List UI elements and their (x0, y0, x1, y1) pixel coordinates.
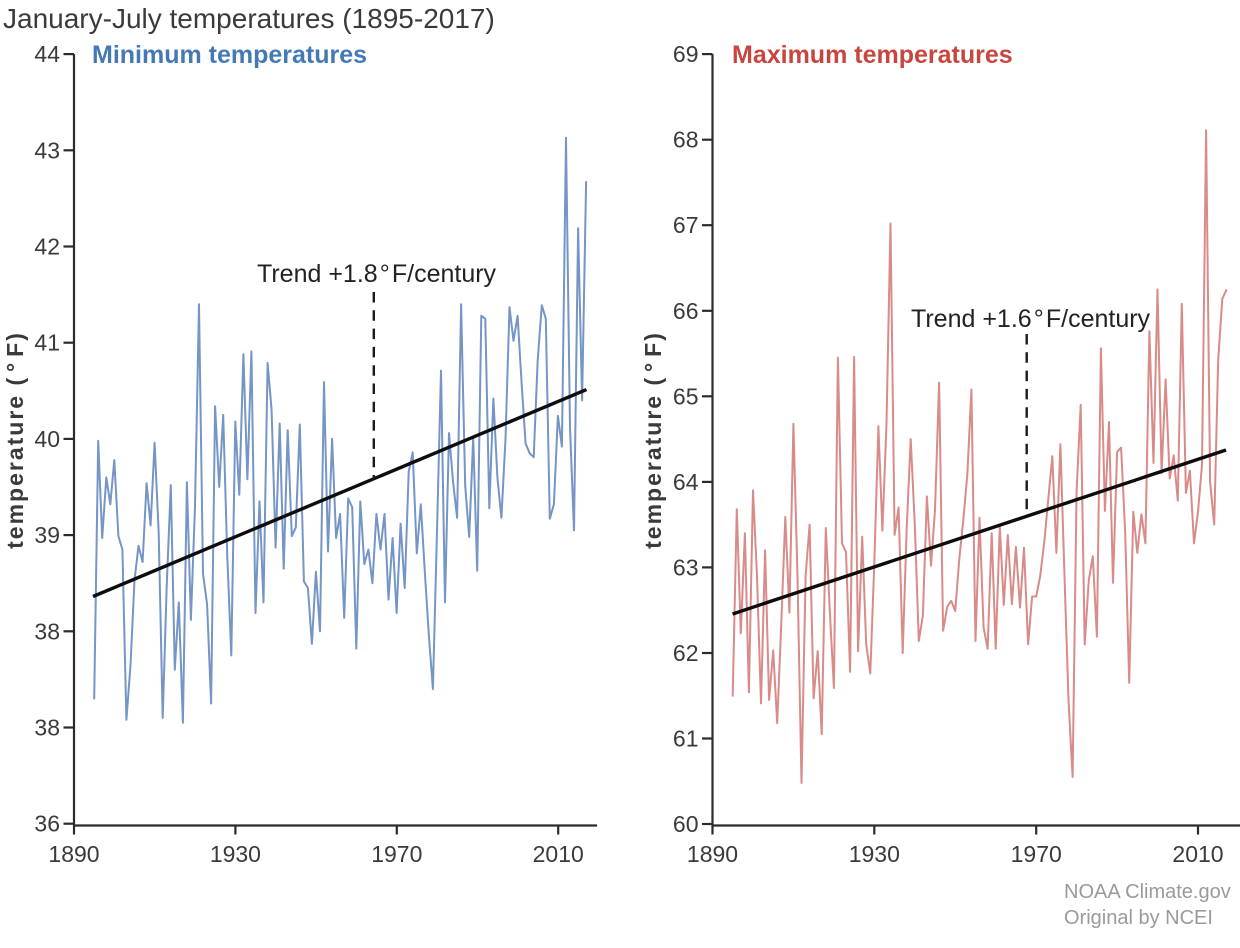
svg-text:January-July temperatures (189: January-July temperatures (1895-2017) (3, 3, 495, 34)
svg-text:1970: 1970 (1011, 841, 1062, 867)
svg-text:60: 60 (673, 811, 699, 837)
svg-text:66: 66 (673, 298, 699, 324)
svg-text:38: 38 (34, 715, 60, 741)
svg-text:43: 43 (34, 137, 60, 163)
svg-text:62: 62 (673, 640, 699, 666)
svg-text:67: 67 (673, 212, 699, 238)
svg-text:2010: 2010 (533, 841, 584, 867)
svg-text:64: 64 (673, 469, 699, 495)
svg-text:Original by NCEI: Original by NCEI (1064, 907, 1213, 929)
svg-text:69: 69 (673, 41, 699, 67)
svg-text:39: 39 (34, 522, 60, 548)
svg-text:63: 63 (673, 554, 699, 580)
svg-text:40: 40 (34, 426, 60, 452)
svg-text:65: 65 (673, 383, 699, 409)
svg-text:temperature ( ° F): temperature ( ° F) (2, 331, 28, 549)
svg-text:NOAA Climate.gov: NOAA Climate.gov (1064, 881, 1231, 903)
svg-text:Trend +1.8 ° F/century: Trend +1.8 ° F/century (257, 260, 497, 288)
svg-text:1930: 1930 (849, 841, 900, 867)
svg-text:38: 38 (34, 618, 60, 644)
svg-text:36: 36 (34, 811, 60, 837)
svg-text:1890: 1890 (48, 841, 99, 867)
svg-text:1930: 1930 (210, 841, 261, 867)
svg-text:61: 61 (673, 726, 699, 752)
svg-text:1890: 1890 (687, 841, 738, 867)
svg-text:temperature ( ° F): temperature ( ° F) (640, 331, 666, 549)
svg-text:44: 44 (34, 41, 60, 67)
svg-text:2010: 2010 (1172, 841, 1223, 867)
svg-text:68: 68 (673, 127, 699, 153)
svg-text:Minimum temperatures: Minimum temperatures (92, 41, 367, 69)
svg-text:42: 42 (34, 234, 60, 260)
svg-text:1970: 1970 (371, 841, 422, 867)
svg-text:Trend +1.6 ° F/century: Trend +1.6 ° F/century (911, 305, 1151, 333)
svg-text:Maximum temperatures: Maximum temperatures (732, 41, 1013, 69)
svg-text:41: 41 (34, 330, 60, 356)
